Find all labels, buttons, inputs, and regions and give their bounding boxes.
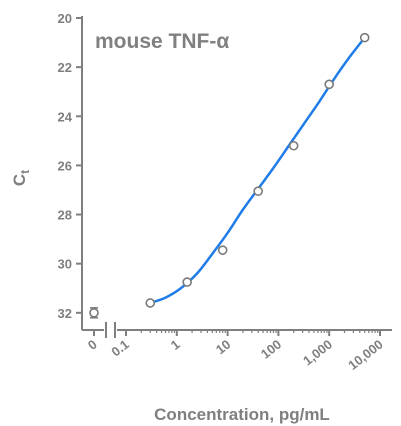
y-tick-label: 20 [58, 11, 72, 26]
x-tick-label: 0.1 [108, 337, 131, 360]
data-point [217, 245, 228, 255]
y-axis-title-subscript: t [18, 170, 32, 174]
y-tick-label: 22 [58, 60, 72, 75]
x-ticks: 0 0.1 1 10 100 1,000 10,000 [85, 330, 386, 373]
data-point [324, 79, 335, 90]
x-tick-label: 1 [168, 337, 183, 353]
data-point [288, 140, 299, 151]
series-layer [89, 32, 370, 319]
data-point [182, 277, 192, 287]
y-tick-label: 30 [58, 257, 72, 272]
data-point [359, 32, 370, 43]
axes [81, 16, 392, 338]
data-point [253, 186, 263, 196]
y-ticks: 20 22 24 26 28 30 32 [58, 11, 82, 321]
fit-curve [149, 36, 366, 305]
y-tick-label: 24 [58, 109, 73, 124]
y-axis-title-main: C [10, 174, 29, 186]
y-tick-label: 28 [58, 208, 72, 223]
y-axis-title: Ct [10, 170, 32, 186]
y-tick-label: 32 [58, 306, 72, 321]
x-tick-label: 10 [213, 337, 234, 358]
chart-title: mouse TNF-α [95, 30, 229, 53]
y-tick-label: 26 [58, 158, 72, 173]
x-tick-label: 1,000 [300, 337, 335, 369]
x-tick-label: 10,000 [345, 337, 386, 373]
x-tick-label: 100 [258, 337, 284, 362]
x-axis-title: Concentration, pg/mL [154, 405, 330, 424]
svg-text:Ct: Ct [10, 170, 32, 186]
zero-point [89, 308, 99, 318]
x-tick-label: 0 [85, 337, 100, 353]
data-point [145, 298, 156, 308]
